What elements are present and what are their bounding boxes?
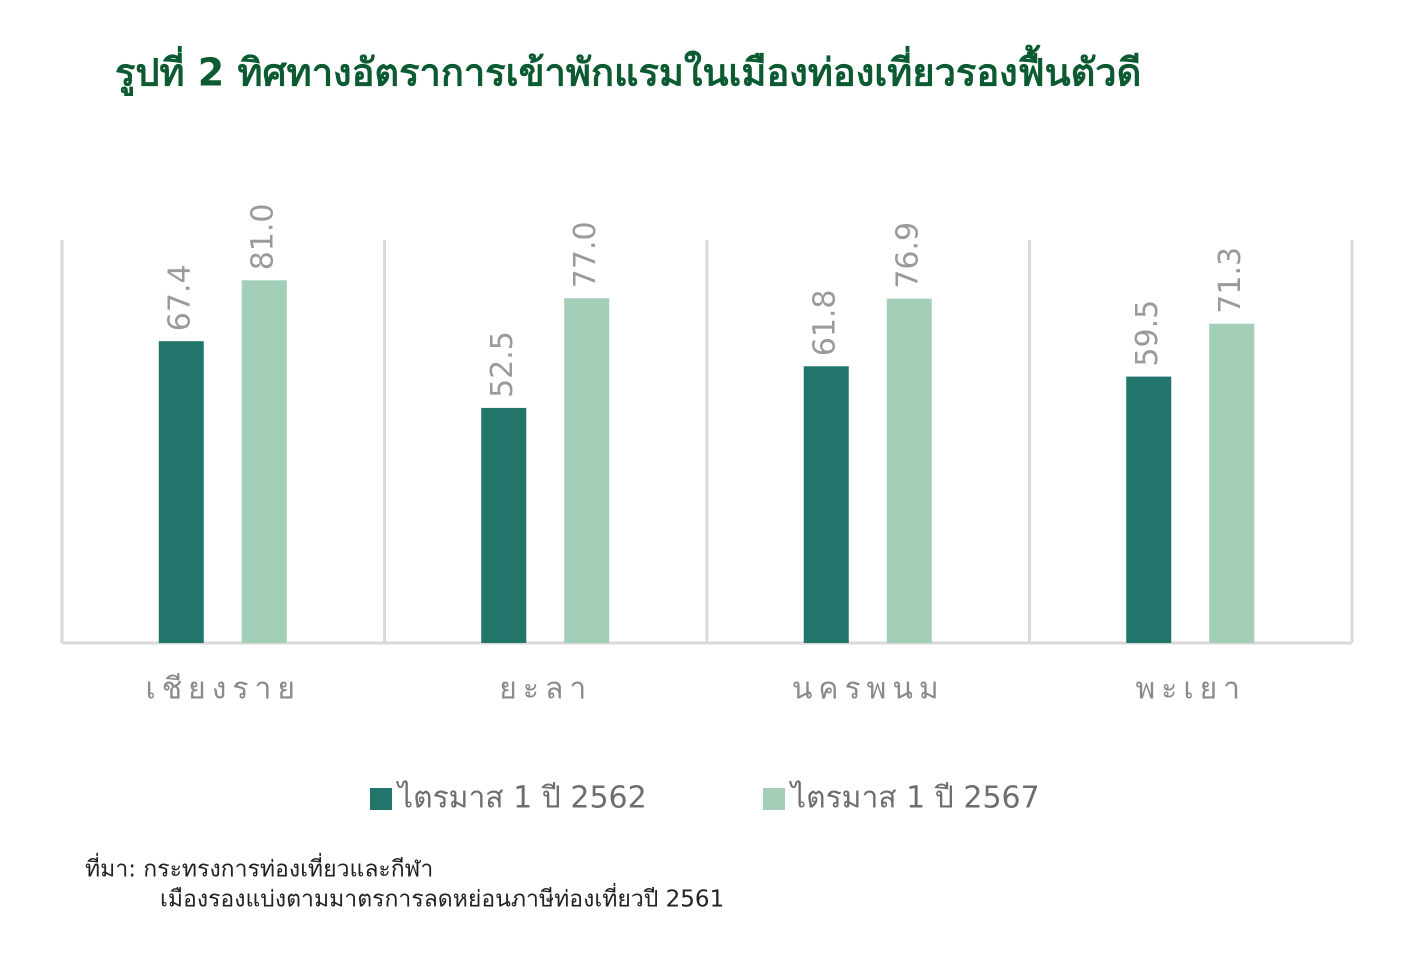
- data-label: 81.0: [246, 204, 281, 271]
- source-line: ที่มา: กระทรงการท่องเที่ยวและกีฬา: [85, 853, 433, 883]
- legend-label: ไตรมาส 1 ปี 2567: [789, 780, 1040, 816]
- x-tick-label: นครพนม: [792, 672, 945, 707]
- bar: [1126, 376, 1172, 643]
- data-label: 67.4: [163, 264, 198, 331]
- bar: [564, 298, 610, 643]
- data-label: 59.5: [1130, 300, 1165, 367]
- x-tick-label: เชียงราย: [146, 672, 301, 707]
- data-label: 61.8: [808, 289, 843, 356]
- data-label: 52.5: [485, 331, 520, 398]
- bar: [1209, 323, 1255, 643]
- x-tick-label: พะเยา: [1135, 672, 1246, 707]
- legend-swatch: [370, 788, 392, 810]
- legend-swatch: [763, 788, 785, 810]
- source-line: เมืองรองแบ่งตามมาตรการลดหย่อนภาษีท่องเที…: [160, 883, 724, 913]
- data-label: 71.3: [1213, 247, 1248, 314]
- bar: [241, 280, 287, 643]
- chart-title: รูปที่ 2 ทิศทางอัตราการเข้าพักแรมในเมือง…: [115, 45, 1141, 97]
- x-tick-label: ยะลา: [499, 672, 592, 707]
- data-label: 76.9: [891, 222, 926, 289]
- bar: [481, 407, 527, 643]
- bar: [803, 366, 849, 643]
- legend-label: ไตรมาส 1 ปี 2562: [396, 780, 647, 816]
- data-label: 77.0: [568, 221, 603, 288]
- bar: [886, 298, 932, 643]
- bar: [158, 341, 204, 643]
